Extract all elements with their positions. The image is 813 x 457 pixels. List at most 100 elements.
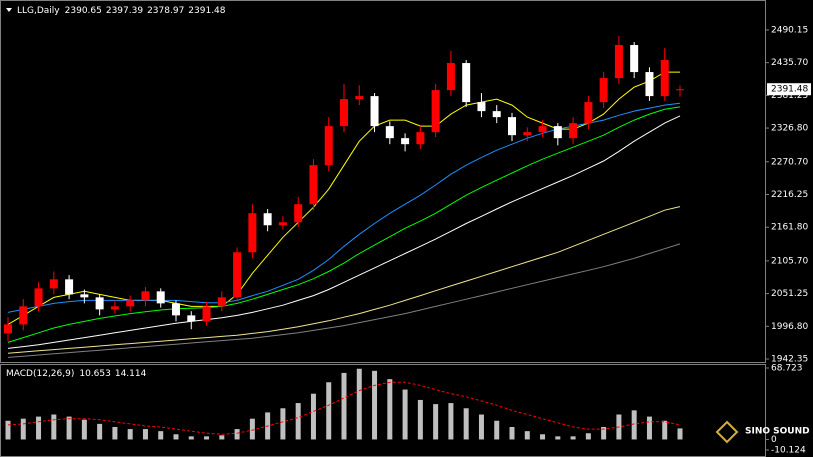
y-tick-label: 2326.80 — [771, 124, 808, 134]
candle-body — [416, 132, 425, 145]
macd-bar — [448, 403, 454, 440]
watermark-logo: SINO SOUND — [715, 420, 810, 444]
main-frame — [0, 0, 766, 363]
signal-last: 14.114 — [115, 369, 147, 379]
candle-body — [65, 279, 74, 295]
macd-bar — [356, 368, 362, 440]
macd-bar — [234, 429, 240, 440]
price-tag — [767, 83, 811, 96]
y-tick-label: 1942.35 — [771, 355, 808, 365]
moving-average — [7, 115, 681, 349]
candle-body — [385, 126, 394, 139]
macd-bar — [555, 436, 561, 440]
candle-body — [508, 117, 516, 136]
candle-body — [553, 126, 562, 139]
candle-body — [217, 297, 226, 307]
y-tick-label: 2270.70 — [771, 157, 808, 167]
macd-bar — [249, 418, 255, 440]
macd-bar — [112, 426, 118, 440]
macd-bar — [677, 428, 683, 440]
candle-body — [95, 297, 104, 310]
last-high: 2397.39 — [106, 6, 143, 16]
candle-body — [370, 96, 379, 127]
macd-bar — [631, 410, 637, 440]
signal-line — [7, 381, 681, 435]
candle-body — [34, 288, 43, 307]
last-close: 2391.48 — [188, 6, 225, 16]
candle-body — [248, 213, 257, 253]
candle-body — [584, 102, 593, 124]
macd-bar — [97, 423, 103, 440]
macd-bar — [585, 433, 591, 440]
y-tick-label: 2105.70 — [771, 256, 808, 266]
moving-average — [7, 71, 680, 325]
y-tick-label: 68.723 — [771, 364, 803, 374]
y-tick-label: 1996.80 — [771, 322, 808, 332]
macd-bar — [570, 436, 576, 440]
moving-average — [7, 106, 681, 343]
candle-body — [645, 72, 654, 97]
candle-body — [538, 126, 547, 133]
candle-body — [156, 291, 165, 304]
y-tick-label: 2216.25 — [771, 190, 808, 200]
macd-bar — [524, 431, 530, 440]
macd-header: MACD(12,26,9) 10.653 14.114 — [6, 369, 147, 379]
candle-body — [523, 132, 532, 136]
candle-body — [599, 78, 608, 103]
y-tick-label: 2490.15 — [771, 25, 808, 35]
last-low: 2378.97 — [147, 6, 184, 16]
candle-body — [431, 90, 440, 133]
macd-bar — [280, 408, 286, 440]
candle-body — [355, 96, 364, 100]
candle-body — [569, 123, 578, 139]
candle-body — [80, 294, 89, 298]
y-tick-label: -10.124 — [771, 446, 806, 456]
candle-body — [126, 300, 135, 307]
chart-title: LLG,Daily — [17, 6, 60, 16]
candle-body — [446, 63, 455, 91]
candle-body — [278, 222, 287, 226]
macd-bar — [142, 429, 148, 440]
macd-bar — [51, 414, 57, 440]
macd-bar — [5, 420, 11, 440]
candle-body — [110, 306, 119, 310]
macd-bar — [326, 382, 332, 440]
macd-bar — [478, 414, 484, 440]
macd-bar — [601, 426, 607, 440]
candle-body — [172, 303, 180, 316]
macd-title: MACD(12,26,9) — [6, 369, 74, 379]
macd-bar — [173, 434, 179, 440]
candle-body — [19, 306, 28, 325]
macd-bar — [295, 403, 301, 440]
last-open: 2390.65 — [65, 6, 102, 16]
macd-bar — [463, 408, 469, 440]
candle-body — [324, 126, 333, 166]
y-tick-label: 2051.25 — [771, 289, 808, 299]
macd-bar — [646, 416, 652, 440]
candle-body — [340, 99, 348, 127]
macd-bar — [402, 389, 408, 440]
macd-bar — [341, 372, 347, 440]
menu-arrow[interactable] — [6, 8, 12, 12]
y-tick-label: 0 — [771, 435, 777, 445]
candle-body — [660, 60, 669, 97]
macd-bar — [219, 435, 225, 440]
moving-average — [7, 206, 681, 354]
macd-bar — [66, 416, 72, 440]
candle-body — [630, 45, 639, 73]
macd-bar — [433, 404, 439, 440]
y-tick-label: 2161.80 — [771, 223, 808, 233]
macd-bar — [188, 436, 194, 440]
candle-body — [492, 111, 501, 118]
macd-bar — [372, 370, 378, 440]
macd-bar — [540, 434, 546, 440]
macd-bar — [127, 429, 133, 440]
macd-bar — [387, 379, 393, 440]
candle-body — [263, 213, 272, 226]
macd-bar — [509, 426, 515, 440]
candle-body — [477, 102, 486, 112]
candle-body — [141, 291, 150, 301]
candle-body — [676, 89, 684, 91]
macd-bar — [494, 420, 500, 440]
